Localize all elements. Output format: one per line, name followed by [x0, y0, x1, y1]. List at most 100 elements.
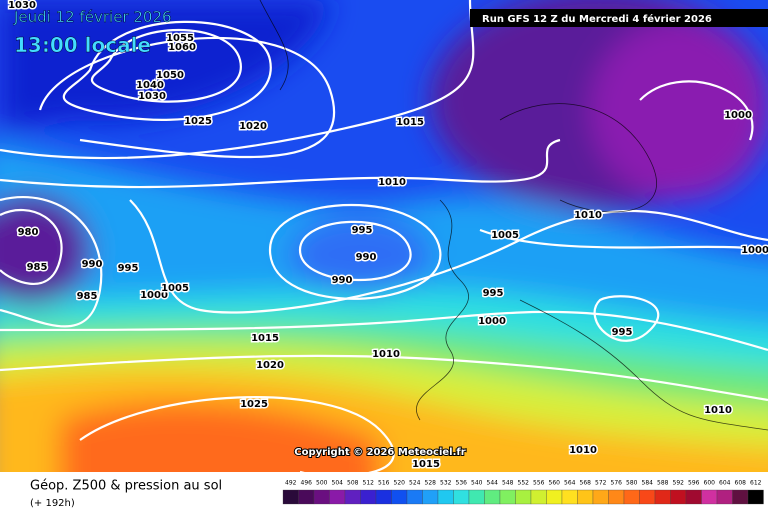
isobar-label: 1010 [569, 445, 597, 456]
isobar-label: 1040 [136, 80, 164, 91]
isobar-label: 1010 [704, 405, 732, 416]
scale-swatch [422, 489, 439, 505]
scale-label: 568 [580, 480, 592, 487]
isobar-label: 995 [352, 225, 373, 236]
scale-label: 548 [502, 480, 514, 487]
scale-label: 520 [394, 480, 406, 487]
scale-label: 592 [673, 480, 685, 487]
scale-swatch [298, 489, 315, 505]
scale-label: 504 [332, 480, 344, 487]
scale-label: 584 [642, 480, 654, 487]
scale-label: 492 [285, 480, 297, 487]
scale-swatch [406, 489, 423, 505]
scale-swatch [732, 489, 749, 505]
isobar-label: 985 [77, 291, 98, 302]
footer-lead: (+ 192h) [30, 498, 75, 509]
scale-swatch [468, 489, 485, 505]
scale-label: 524 [409, 480, 421, 487]
scale-swatch [453, 489, 470, 505]
isobar-label: 1055 [166, 33, 194, 44]
scale-label: 572 [595, 480, 607, 487]
isobar-label: 1000 [724, 110, 752, 121]
date-label: Jeudi 12 février 2026 [13, 8, 172, 26]
scale-swatch [577, 489, 594, 505]
scale-swatch [282, 489, 299, 505]
isobar-label: 1050 [156, 70, 184, 81]
isobar-label: 1000 [478, 316, 506, 327]
scale-label: 580 [626, 480, 638, 487]
scale-label: 532 [440, 480, 452, 487]
isobar-label: 990 [356, 252, 377, 263]
isobar-label: 1020 [256, 360, 284, 371]
scale-swatch [344, 489, 361, 505]
scale-swatch [530, 489, 547, 505]
scale-swatch [375, 489, 392, 505]
scale-label: 564 [564, 480, 576, 487]
isobar-label: 1010 [372, 349, 400, 360]
isobar-label: 1005 [161, 283, 189, 294]
run-info: Run GFS 12 Z du Mercredi 4 février 2026 [482, 13, 712, 25]
isobar-label: 1025 [184, 116, 212, 127]
isobars [0, 0, 768, 472]
scale-label: 516 [378, 480, 390, 487]
color-scale: 492 496 500 504 508 512 516 520 524 528 532 536 540 5… [282, 480, 764, 505]
footer-title: Géop. Z500 & pression au sol [30, 479, 222, 494]
isobar-label: 985 [27, 262, 48, 273]
isobar-label: 1015 [396, 117, 424, 128]
isobar-label: 1030 [138, 91, 166, 102]
scale-label: 560 [549, 480, 561, 487]
isobar-label: 1015 [251, 333, 279, 344]
scale-label: 596 [688, 480, 700, 487]
scale-label: 528 [425, 480, 437, 487]
scale-swatch [608, 489, 625, 505]
isobar-label: 1015 [412, 459, 440, 470]
scale-swatch [360, 489, 377, 505]
scale-swatch [515, 489, 532, 505]
isobar-label: 995 [612, 327, 633, 338]
scale-label: 552 [518, 480, 530, 487]
isobar-label: 1030 [8, 0, 36, 11]
scale-swatch [654, 489, 671, 505]
isobar-label: 1025 [240, 399, 268, 410]
scale-swatch [329, 489, 346, 505]
scale-swatch [391, 489, 408, 505]
scale-swatch [561, 489, 578, 505]
isobar-label: 1005 [491, 230, 519, 241]
isobar-label: 1060 [168, 42, 196, 53]
scale-label: 540 [471, 480, 483, 487]
scale-swatch [701, 489, 718, 505]
isobar-label: 1010 [574, 210, 602, 221]
isobar-label: 980 [18, 227, 39, 238]
isobar-label: 995 [118, 263, 139, 274]
scale-label: 576 [611, 480, 623, 487]
scale-label: 600 [704, 480, 716, 487]
isobar-label: 990 [332, 275, 353, 286]
scale-label: 512 [363, 480, 375, 487]
scale-swatch [499, 489, 516, 505]
isobar-label: 1010 [378, 177, 406, 188]
scale-swatch [639, 489, 656, 505]
isobar-label: 1000 [741, 245, 768, 256]
scale-label: 536 [456, 480, 468, 487]
scale-label: 608 [735, 480, 747, 487]
scale-swatch [685, 489, 702, 505]
scale-label: 508 [347, 480, 359, 487]
scale-label: 588 [657, 480, 669, 487]
scale-label: 604 [719, 480, 731, 487]
scale-label: 500 [316, 480, 328, 487]
scale-label: 496 [301, 480, 313, 487]
scale-swatch [437, 489, 454, 505]
run-banner [470, 9, 768, 27]
scale-swatch [313, 489, 330, 505]
scale-swatch [623, 489, 640, 505]
scale-swatch [592, 489, 609, 505]
isobar-label: 1000 [140, 290, 168, 301]
scale-label: 544 [487, 480, 499, 487]
scale-swatch [716, 489, 733, 505]
scale-label: 612 [750, 480, 762, 487]
coastlines [259, 0, 768, 431]
isobar-label: 1020 [239, 121, 267, 132]
scale-swatch [670, 489, 687, 505]
